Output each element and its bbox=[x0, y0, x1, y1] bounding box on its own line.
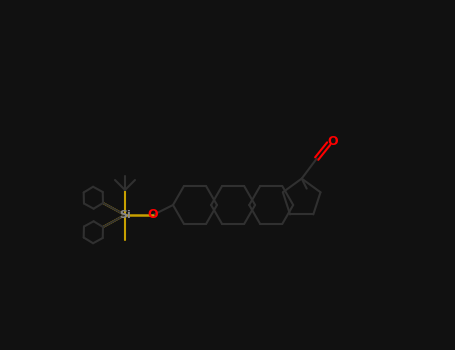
Text: Si: Si bbox=[119, 210, 131, 220]
Text: O: O bbox=[148, 209, 158, 222]
Text: O: O bbox=[328, 135, 338, 148]
